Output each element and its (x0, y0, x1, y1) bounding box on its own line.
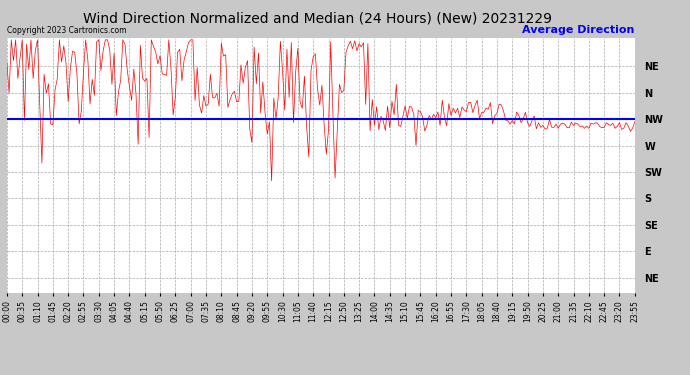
Text: Wind Direction Normalized and Median (24 Hours) (New) 20231229: Wind Direction Normalized and Median (24… (83, 11, 552, 25)
Text: Average Direction: Average Direction (522, 25, 635, 35)
Text: Copyright 2023 Cartronics.com: Copyright 2023 Cartronics.com (7, 26, 126, 35)
